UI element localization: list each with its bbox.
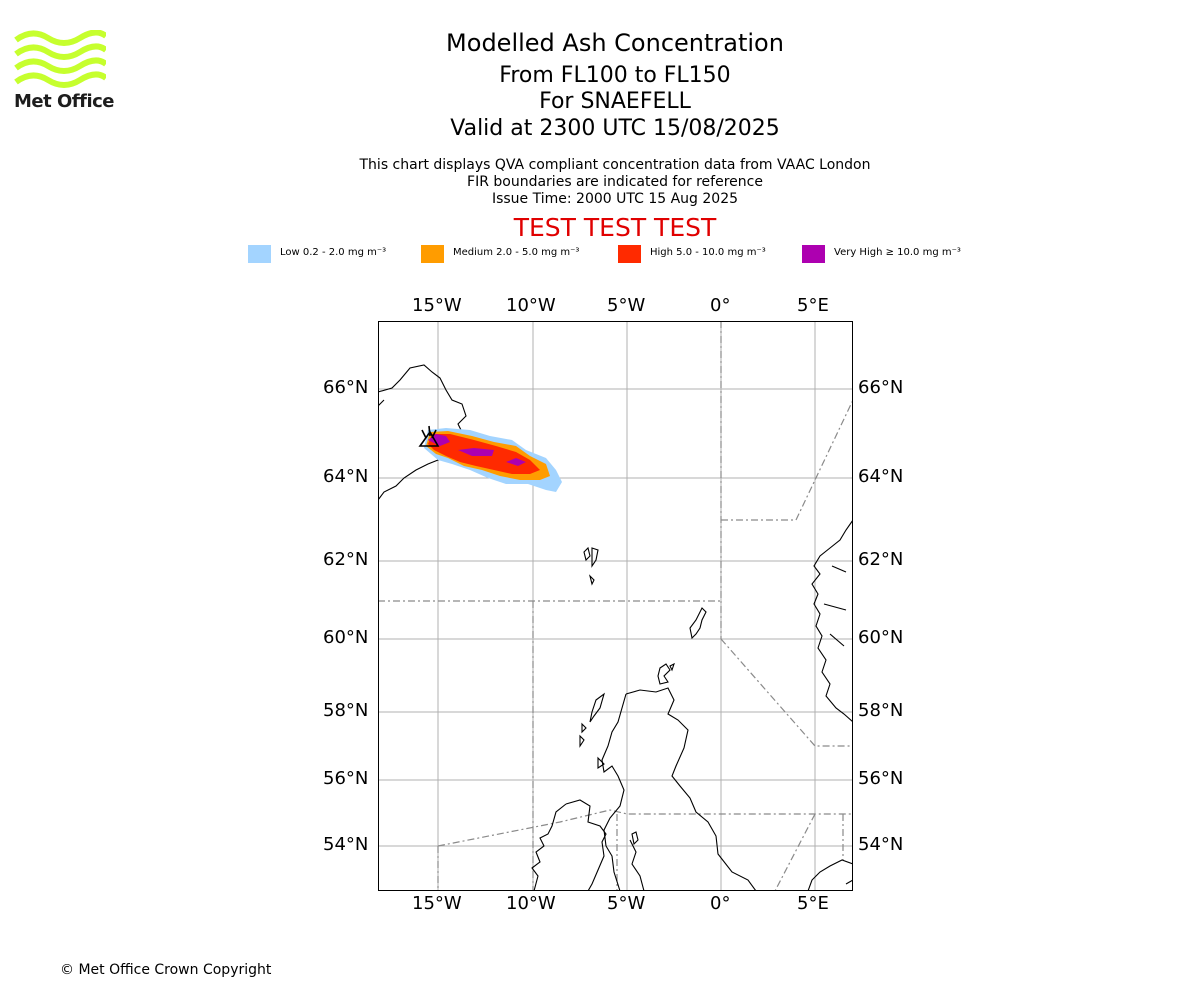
lat-label-left: 54°N [323,834,369,855]
lat-label-right: 54°N [858,834,904,855]
coastlines [378,364,853,891]
legend-swatch-low [248,245,271,263]
lon-label-top: 0° [710,295,731,316]
lat-label-left: 56°N [323,768,369,789]
lat-label-right: 64°N [858,466,904,487]
plume-very-high-b [458,448,494,456]
lat-label-right: 58°N [858,700,904,721]
lat-label-left: 64°N [323,466,369,487]
test-banner: TEST TEST TEST [513,213,717,242]
issue-time: Issue Time: 2000 UTC 15 Aug 2025 [491,191,739,207]
map-frame [378,321,853,891]
volcano-icon [418,425,440,447]
lon-label-bottom: 5°E [797,893,829,914]
lat-label-right: 60°N [858,627,904,648]
lat-label-left: 58°N [323,700,369,721]
flight-levels: From FL100 to FL150 [499,63,731,88]
chart-title: Modelled Ash Concentration [446,29,784,57]
lon-label-bottom: 0° [710,893,731,914]
lon-label-top: 5°W [607,295,646,316]
lon-label-top: 15°W [412,295,462,316]
lat-label-right: 62°N [858,549,904,570]
fir-note: FIR boundaries are indicated for referen… [467,174,763,190]
lon-label-bottom: 10°W [506,893,556,914]
legend-label-high: High 5.0 - 10.0 mg m⁻³ [650,247,766,258]
lat-label-right: 56°N [858,768,904,789]
fir-boundaries [378,321,853,891]
lon-label-bottom: 15°W [412,893,462,914]
lat-label-right: 66°N [858,377,904,398]
legend-label-low: Low 0.2 - 2.0 mg m⁻³ [280,247,387,258]
chart-description: This chart displays QVA compliant concen… [359,157,871,173]
plume-very-high-c [506,458,526,466]
lat-label-left: 60°N [323,627,369,648]
graticule [378,321,853,891]
legend-label-medium: Medium 2.0 - 5.0 mg m⁻³ [453,247,580,258]
volcano-name: For SNAEFELL [539,89,691,114]
legend-swatch-very-high [802,245,825,263]
lat-label-left: 66°N [323,377,369,398]
lon-label-top: 5°E [797,295,829,316]
logo-text: Met Office [14,91,115,112]
copyright: © Met Office Crown Copyright [60,962,272,978]
lon-label-top: 10°W [506,295,556,316]
met-office-logo [14,30,106,88]
lat-label-left: 62°N [323,549,369,570]
legend-label-very-high: Very High ≥ 10.0 mg m⁻³ [834,247,961,258]
lon-label-bottom: 5°W [607,893,646,914]
legend-swatch-medium [421,245,444,263]
ash-plume [424,428,562,492]
valid-time: Valid at 2300 UTC 15/08/2025 [450,116,780,141]
legend-swatch-high [618,245,641,263]
